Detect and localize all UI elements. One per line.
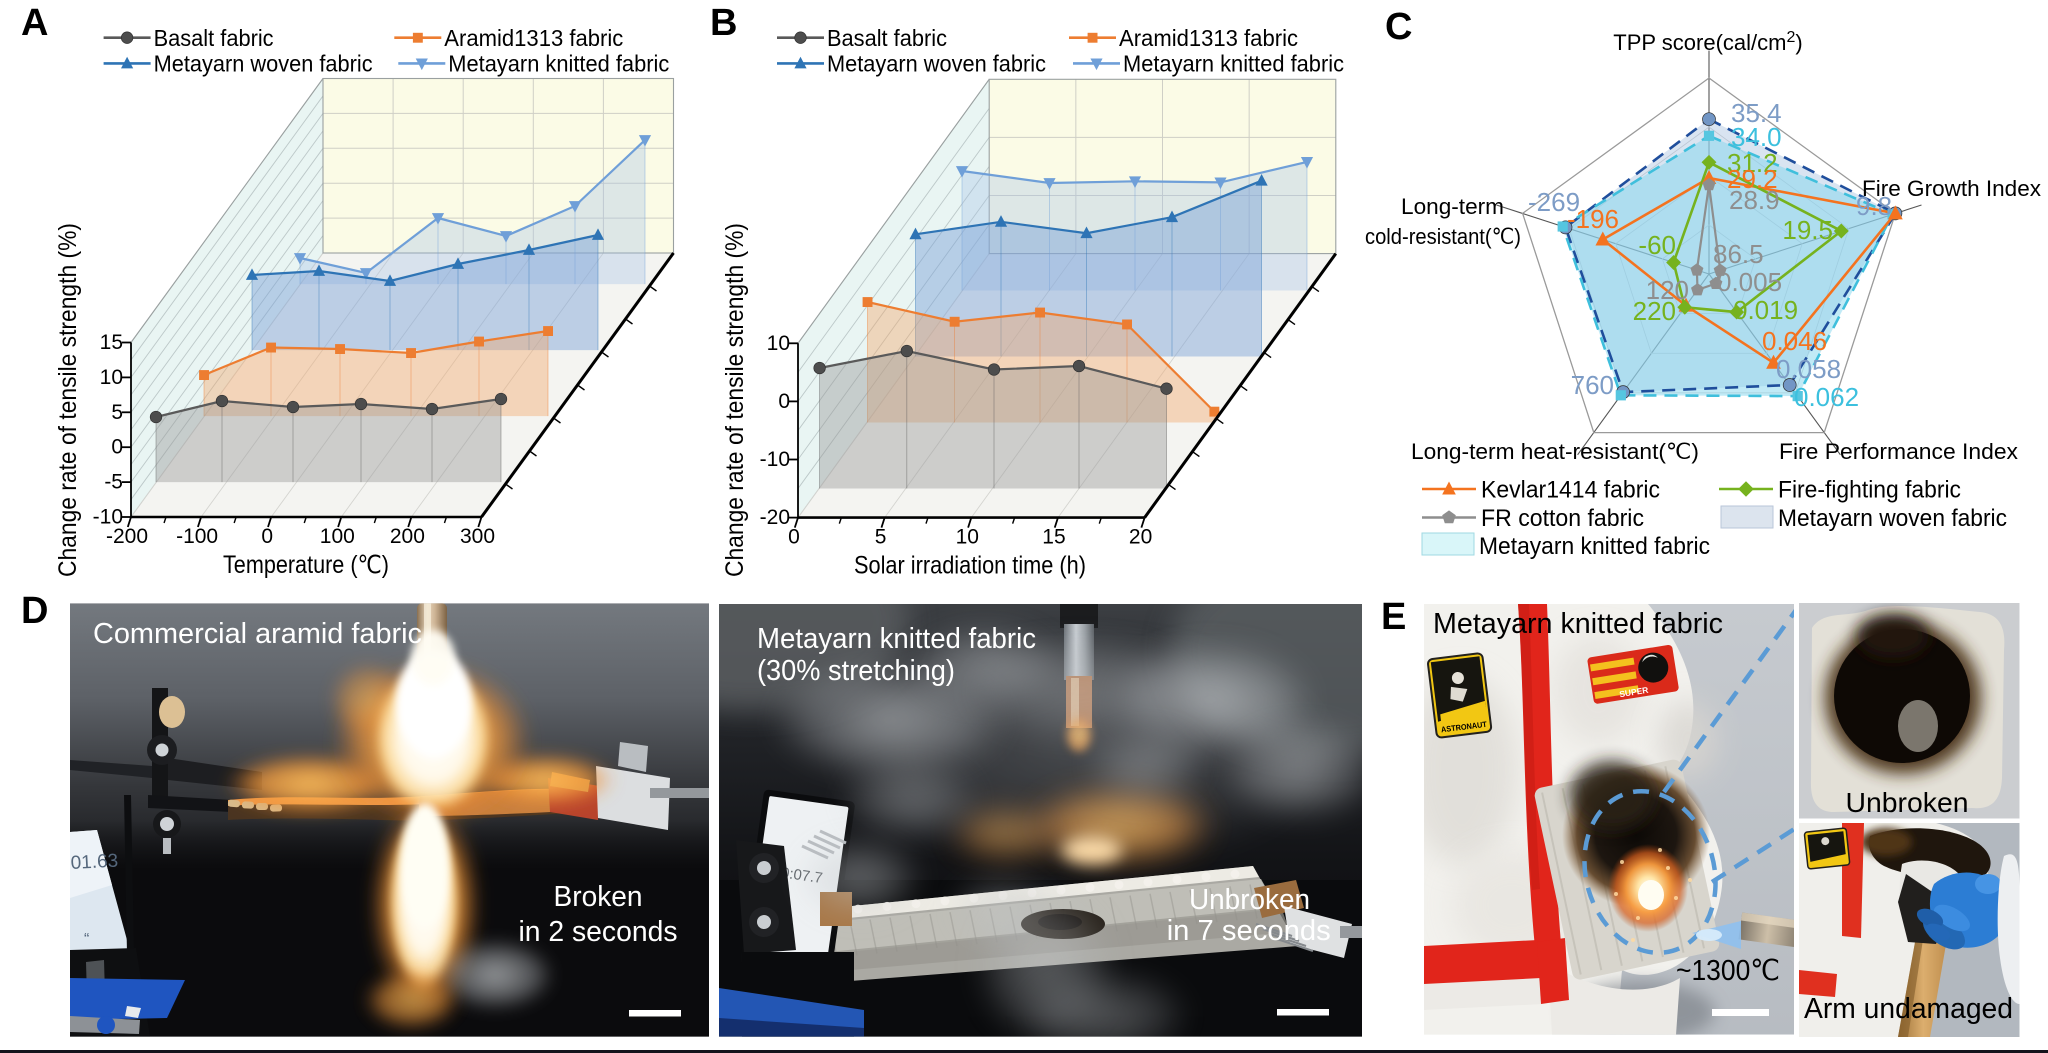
svg-text:~1300℃: ~1300℃ [1676, 955, 1780, 987]
svg-text:-10: -10 [760, 448, 790, 471]
svg-text:29.2: 29.2 [1727, 164, 1778, 194]
svg-text:760: 760 [1571, 370, 1614, 400]
svg-text:-269: -269 [1528, 187, 1580, 217]
svg-text:Unbroken: Unbroken [1189, 884, 1310, 916]
svg-text:Long-term heat-resistant(℃): Long-term heat-resistant(℃) [1411, 439, 1699, 464]
svg-text:0.058: 0.058 [1776, 354, 1841, 384]
svg-text:-5: -5 [104, 471, 123, 494]
svg-text:0.046: 0.046 [1762, 326, 1827, 356]
svg-text:cold-resistant(℃): cold-resistant(℃) [1365, 224, 1521, 249]
svg-text:Broken: Broken [554, 881, 643, 913]
svg-text:in 2 seconds: in 2 seconds [519, 916, 678, 948]
svg-text:Basalt fabric: Basalt fabric [154, 25, 274, 51]
svg-text:SUPER: SUPER [1619, 685, 1650, 699]
svg-text:Metayarn knitted fabric: Metayarn knitted fabric [1123, 51, 1344, 77]
svg-text:Basalt fabric: Basalt fabric [827, 25, 947, 51]
svg-text:Metayarn knitted fabric: Metayarn knitted fabric [1433, 608, 1723, 640]
svg-text:0: 0 [261, 525, 273, 548]
svg-text:Metayarn woven fabric: Metayarn woven fabric [154, 51, 373, 77]
svg-text:5: 5 [111, 401, 123, 424]
svg-text:Fire Performance Index: Fire Performance Index [1779, 439, 2018, 464]
svg-text:Metayarn woven fabric: Metayarn woven fabric [827, 51, 1046, 77]
svg-text:01.63: 01.63 [70, 851, 119, 874]
svg-text:-196: -196 [1567, 204, 1619, 234]
svg-text:Commercial aramid fabric: Commercial aramid fabric [93, 618, 422, 650]
svg-text:in 7 seconds: in 7 seconds [1167, 915, 1331, 947]
svg-text:15: 15 [100, 331, 123, 354]
svg-text:10: 10 [100, 366, 123, 389]
svg-text:Aramid1313 fabric: Aramid1313 fabric [444, 25, 623, 51]
svg-text:86.5: 86.5 [1713, 239, 1764, 269]
svg-text:Kevlar1414 fabric: Kevlar1414 fabric [1481, 477, 1660, 504]
svg-text:Long-term: Long-term [1401, 194, 1504, 219]
svg-text:FR cotton fabric: FR cotton fabric [1481, 505, 1644, 532]
svg-text:Unbroken: Unbroken [1846, 787, 1969, 818]
svg-text:120: 120 [1646, 275, 1689, 305]
svg-text:0.062: 0.062 [1794, 382, 1859, 412]
svg-text:Metayarn knitted fabric: Metayarn knitted fabric [448, 51, 669, 77]
svg-text:5: 5 [875, 526, 887, 549]
svg-text:Metayarn knitted fabric: Metayarn knitted fabric [757, 623, 1036, 655]
svg-text:0.005: 0.005 [1717, 267, 1782, 297]
svg-text:-60: -60 [1638, 230, 1676, 260]
svg-text:28.9: 28.9 [1729, 185, 1780, 215]
svg-text:-200: -200 [106, 525, 148, 548]
svg-text:300: 300 [460, 525, 495, 548]
svg-text:Metayarn knitted fabric: Metayarn knitted fabric [1479, 533, 1710, 560]
svg-text:0: 0 [778, 390, 790, 413]
svg-text:15: 15 [1042, 526, 1065, 549]
svg-text:-20: -20 [760, 506, 790, 529]
svg-text:Arm undamaged: Arm undamaged [1804, 993, 2013, 1025]
svg-text:100: 100 [320, 525, 355, 548]
svg-text:0.019: 0.019 [1733, 295, 1798, 325]
svg-text:10: 10 [767, 332, 790, 355]
svg-text:Change rate of tensile strengt: Change rate of tensile strength (%) [54, 223, 82, 577]
svg-text:TPP score(cal/cm2): TPP score(cal/cm2) [1613, 29, 1802, 55]
svg-text:34.0: 34.0 [1731, 122, 1782, 152]
svg-text:-10: -10 [93, 506, 123, 529]
svg-text:31.2: 31.2 [1727, 148, 1778, 178]
svg-text:-100: -100 [176, 525, 218, 548]
svg-text:10: 10 [956, 526, 979, 549]
svg-text:0: 0 [788, 526, 800, 549]
svg-text:Aramid1313 fabric: Aramid1313 fabric [1119, 25, 1298, 51]
svg-text:(30% stretching): (30% stretching) [757, 655, 955, 687]
svg-text:220: 220 [1633, 296, 1676, 326]
svg-text:Metayarn woven fabric: Metayarn woven fabric [1778, 505, 2007, 532]
svg-text:Solar irradiation time (h): Solar irradiation time (h) [854, 552, 1086, 580]
svg-text:Temperature (℃): Temperature (℃) [223, 551, 389, 579]
svg-text:Fire Growth Index: Fire Growth Index [1862, 176, 2041, 201]
svg-text:0: 0 [111, 436, 123, 459]
svg-text:20: 20 [1129, 526, 1152, 549]
svg-text:200: 200 [390, 525, 425, 548]
svg-text:19.5: 19.5 [1782, 215, 1833, 245]
svg-text:Fire-fighting fabric: Fire-fighting fabric [1778, 477, 1961, 504]
svg-text:“: “ [84, 931, 89, 948]
svg-text:Change rate of tensile strengt: Change rate of tensile strength (%) [721, 223, 749, 577]
svg-text:35.4: 35.4 [1731, 98, 1782, 128]
svg-text:9.8: 9.8 [1856, 191, 1892, 221]
